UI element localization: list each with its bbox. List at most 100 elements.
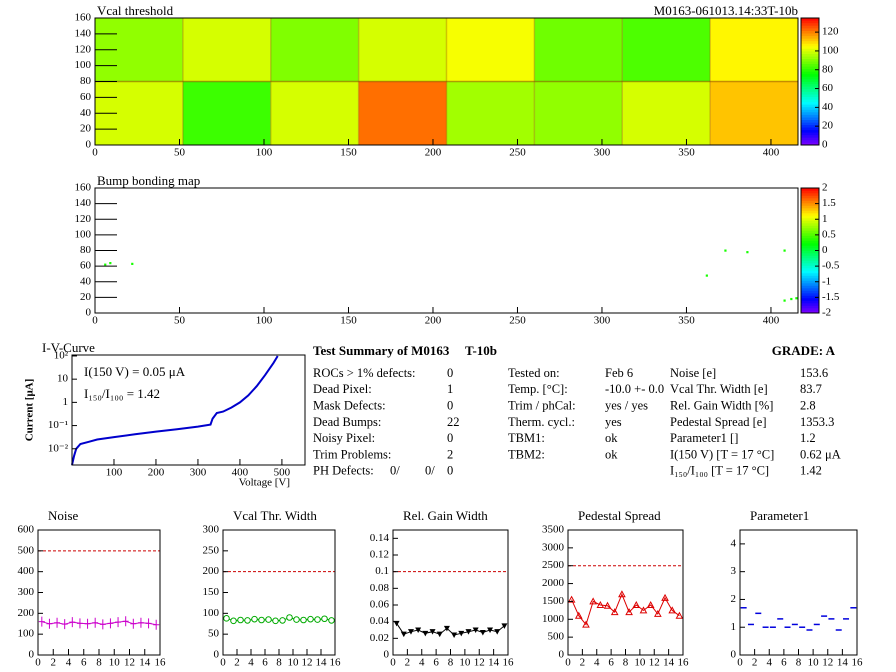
colorbar-band	[801, 28, 819, 31]
colorbar-band	[801, 243, 819, 246]
y-tick-label: 3	[731, 565, 737, 577]
colorbar-band	[801, 104, 819, 108]
x-tick-label: 16	[155, 657, 167, 669]
colorbar-tick-label: 60	[822, 82, 834, 94]
y-tick-label: 250	[203, 544, 220, 556]
colorbar-band	[801, 283, 819, 286]
y-tick-label: 160	[75, 182, 92, 194]
y-tick-label: 100	[75, 59, 92, 71]
summary-value: -10.0 +- 0.0	[605, 382, 664, 396]
colorbar-band	[801, 310, 819, 314]
summary-label: Noise [e]	[670, 366, 716, 380]
marker	[494, 629, 501, 635]
summary-value: yes / yes	[605, 398, 648, 412]
y-tick-label: 600	[18, 524, 35, 536]
marker	[487, 627, 494, 633]
x-tick-label: 0	[737, 657, 743, 669]
y-tick-label: 1	[63, 396, 69, 408]
summary-value: 0.62 μA	[800, 447, 841, 461]
y-tick-label: 10	[57, 373, 69, 385]
colorbar-tick-label: 20	[822, 120, 834, 132]
colorbar-band	[801, 66, 819, 70]
colorbar-band	[801, 25, 819, 29]
y-tick-label: 140	[75, 27, 92, 39]
colorbar-band	[801, 134, 819, 138]
colorbar-frame	[800, 17, 820, 146]
summary-label: Dead Bumps:	[313, 415, 381, 429]
heatmap-cell	[182, 18, 271, 82]
colorbar-band	[801, 230, 819, 234]
summary-value: yes	[605, 415, 622, 429]
x-tick-label: 0	[390, 657, 396, 669]
colorbar-band	[801, 99, 819, 103]
annotation: I₁₅₀/I₁₀₀ = 1.42	[84, 386, 160, 401]
colorbar-band	[801, 223, 819, 226]
summary-label: I₁₅₀/I₁₀₀ [T = 17 °C]	[670, 464, 769, 478]
summary-label: Rel. Gain Width [%]	[670, 398, 773, 412]
colorbar-band	[801, 225, 819, 229]
x-tick-label: 10	[634, 657, 646, 669]
y-tick-label: 3000	[542, 541, 565, 553]
x-tick-label: 6	[608, 657, 614, 669]
marker	[443, 625, 450, 632]
heatmap-cell	[622, 18, 711, 82]
y-tick-label: 10²	[54, 349, 69, 361]
colorbar-band	[801, 63, 819, 67]
y-tick-label: 1500	[542, 595, 565, 607]
marker	[223, 615, 230, 622]
heatmap-cell	[446, 81, 535, 145]
y-tick-label: 100	[18, 628, 35, 640]
x-tick-label: 8	[623, 657, 629, 669]
colorbar-band	[801, 84, 819, 87]
marker	[69, 617, 76, 628]
marker	[661, 593, 669, 601]
x-tick-label: 16	[678, 657, 690, 669]
summary-label: Trim / phCal:	[508, 398, 576, 412]
x-tick-label: 400	[763, 147, 780, 159]
x-tick-label: 14	[663, 657, 675, 669]
x-tick-label: 50	[174, 315, 186, 327]
x-tick-label: 12	[474, 657, 485, 669]
colorbar-band	[801, 18, 819, 21]
summary-value: Feb 6	[605, 366, 633, 380]
summary-label: Temp. [°C]:	[508, 382, 568, 396]
colorbar-band	[801, 288, 819, 291]
x-tick-label: 4	[66, 657, 72, 669]
colorbar-band	[801, 298, 819, 301]
marker	[265, 616, 272, 623]
x-tick-label: 0	[92, 147, 98, 159]
colorbar-band	[801, 51, 819, 54]
y-tick-label: 3500	[542, 524, 565, 536]
bump-point	[783, 249, 786, 252]
summary-value: 0	[447, 398, 453, 412]
marker	[596, 600, 605, 608]
summary-value: 1353.3	[800, 415, 834, 429]
marker	[393, 620, 400, 627]
heatmap-cell	[622, 81, 711, 145]
plot-frame	[71, 354, 306, 466]
heatmap-cell	[182, 81, 271, 145]
x-tick-label: 250	[509, 147, 526, 159]
colorbar-band	[801, 195, 819, 199]
marker	[436, 631, 443, 638]
x-tick-label: 16	[330, 657, 342, 669]
colorbar-band	[801, 270, 819, 274]
colorbar-band	[801, 263, 819, 266]
y-axis-label: Current [μA]	[24, 379, 36, 442]
colorbar-band	[801, 193, 819, 196]
x-tick-label: 2	[752, 657, 758, 669]
colorbar-band	[801, 23, 819, 26]
x-tick-label: 400	[763, 315, 780, 327]
bump-point	[104, 263, 107, 266]
y-tick-label: 120	[75, 43, 92, 55]
y-tick-label: 50	[208, 628, 220, 640]
summary-label: Noisy Pixel:	[313, 431, 375, 445]
summary-value: ok	[605, 431, 618, 445]
colorbar-band	[801, 124, 819, 128]
colorbar-tick-label: 80	[822, 63, 834, 75]
x-tick-label: 2	[405, 657, 411, 669]
y-tick-label: 0.1	[375, 565, 389, 577]
colorbar-band	[801, 188, 819, 191]
colorbar-band	[801, 96, 819, 100]
summary-value: 1.2	[800, 431, 816, 445]
